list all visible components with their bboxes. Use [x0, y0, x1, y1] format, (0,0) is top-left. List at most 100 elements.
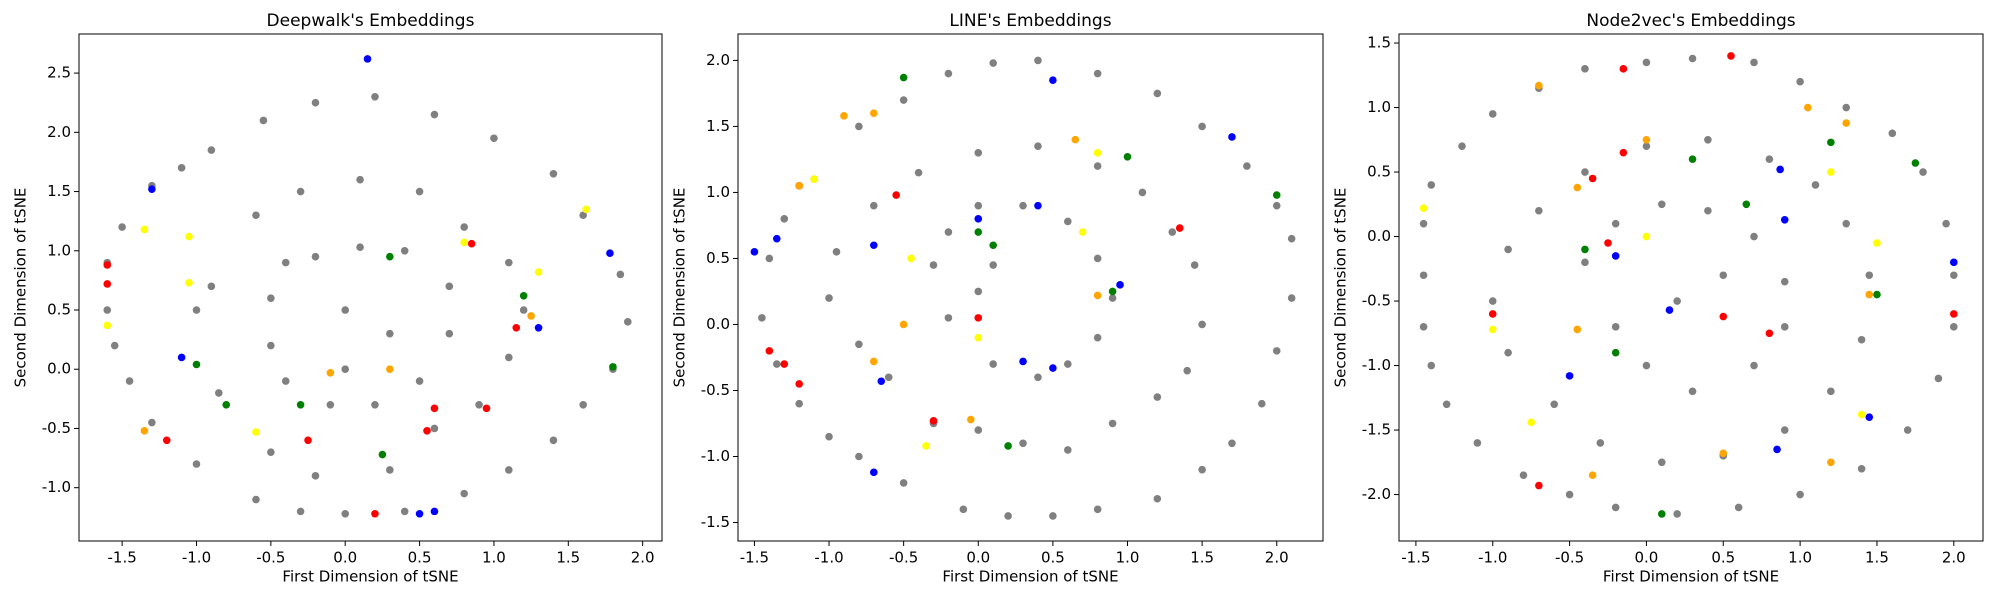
point [1704, 135, 1712, 144]
point [430, 110, 439, 119]
point [430, 507, 439, 516]
point [1565, 372, 1574, 380]
point [855, 452, 863, 461]
x-tick-label: -0.5 [889, 549, 918, 567]
point [989, 241, 997, 250]
y-tick-label: 1.0 [47, 241, 71, 259]
point [1750, 58, 1758, 67]
point [974, 287, 983, 296]
x-tick-label: 1.0 [1116, 549, 1140, 567]
point [1153, 494, 1162, 503]
x-tick-label: -1.5 [107, 549, 136, 567]
point [281, 258, 290, 267]
point [519, 291, 528, 300]
point [1776, 165, 1784, 174]
point [1658, 458, 1666, 467]
chart-title: Deepwalk's Embeddings [267, 11, 475, 31]
point [1198, 320, 1206, 329]
point [386, 365, 394, 374]
point [1865, 413, 1874, 421]
point [1842, 119, 1851, 127]
point [1004, 512, 1012, 520]
point [1123, 152, 1132, 161]
point [974, 333, 983, 342]
point [1742, 200, 1751, 209]
point [1827, 458, 1835, 467]
point [989, 360, 997, 368]
point [765, 254, 774, 263]
point [549, 169, 558, 178]
x-tick-label: 0.0 [333, 549, 357, 567]
plot-frame [1398, 33, 1984, 542]
chart-title: Node2vec's Embeddings [1586, 11, 1795, 31]
plot-frame [737, 33, 1324, 542]
point [1827, 387, 1835, 396]
x-axis-label: First Dimension of tSNE [282, 568, 458, 586]
point [386, 329, 394, 338]
point [795, 182, 803, 190]
point [922, 442, 930, 450]
point [148, 418, 156, 427]
point [1642, 232, 1651, 241]
point [840, 112, 848, 120]
point [606, 249, 614, 257]
point [1488, 325, 1497, 334]
y-tick-label: -0.5 [701, 381, 730, 399]
point [1287, 294, 1296, 302]
point [1704, 206, 1712, 215]
point [1719, 449, 1728, 458]
point [1796, 77, 1804, 86]
y-tick-label: 2.0 [47, 123, 71, 141]
point [1419, 204, 1428, 212]
point [1427, 181, 1436, 189]
point [884, 373, 893, 382]
point [252, 211, 260, 220]
point [1019, 201, 1027, 210]
point [1064, 217, 1072, 226]
point [1272, 347, 1281, 355]
point [1581, 258, 1589, 267]
point [103, 306, 112, 314]
point [795, 399, 803, 408]
point [1019, 439, 1027, 448]
point [1942, 219, 1950, 228]
point [1153, 393, 1162, 401]
point [1873, 290, 1881, 299]
point [1535, 206, 1543, 215]
point [959, 505, 968, 514]
point [192, 360, 201, 369]
point [1780, 277, 1789, 286]
point [1611, 252, 1620, 260]
y-axis-label: Second Dimension of tSNE [12, 188, 30, 388]
point [1642, 142, 1651, 151]
point [1228, 133, 1236, 141]
point [1198, 465, 1206, 474]
point [1857, 335, 1866, 344]
point [505, 466, 513, 474]
point [1093, 254, 1102, 263]
point [1108, 419, 1117, 428]
point [1865, 290, 1874, 299]
point [974, 215, 983, 223]
point [1765, 155, 1774, 163]
point [140, 427, 149, 435]
point [1153, 89, 1162, 98]
point [623, 318, 632, 326]
point [1573, 183, 1582, 192]
point [944, 69, 953, 78]
point [125, 377, 134, 385]
point [415, 509, 424, 518]
point [252, 495, 260, 504]
point [870, 241, 878, 250]
point [207, 146, 216, 154]
point [118, 223, 126, 231]
point [1827, 168, 1835, 176]
point [415, 187, 424, 196]
x-tick-label: -1.5 [1401, 549, 1430, 567]
point [460, 489, 468, 498]
point [1619, 148, 1628, 157]
point [445, 329, 454, 338]
point [1780, 215, 1789, 224]
point [475, 400, 483, 409]
point [1473, 439, 1482, 447]
